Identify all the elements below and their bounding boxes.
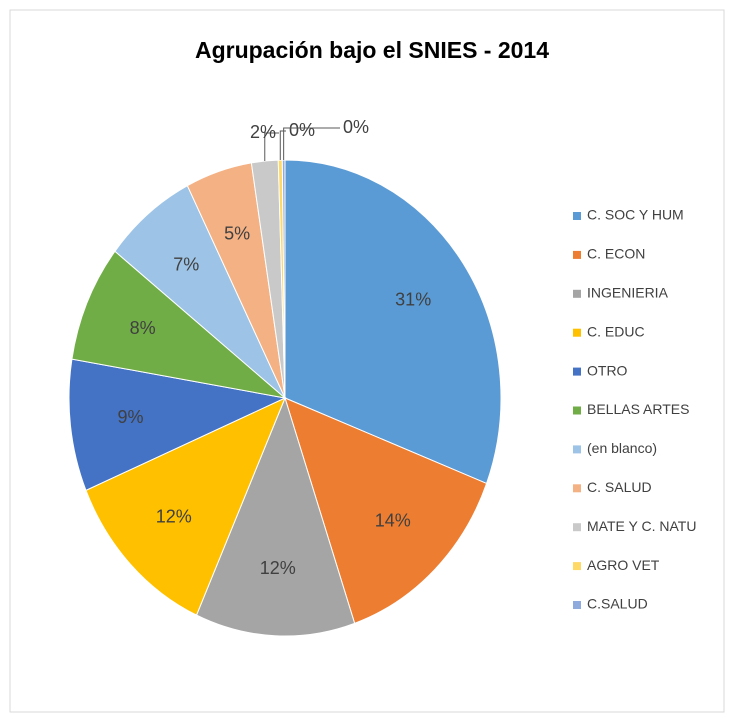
legend-swatch — [573, 445, 581, 454]
data-label: 0% — [343, 117, 369, 137]
legend-label: C. EDUC — [587, 323, 645, 339]
data-label: 12% — [260, 558, 296, 578]
chart-title: Agrupación bajo el SNIES - 2014 — [195, 37, 549, 63]
pie-slice — [284, 397, 488, 624]
legend-label: OTRO — [587, 362, 628, 378]
legend-label: C. ECON — [587, 246, 645, 262]
data-label: 2% — [250, 122, 276, 142]
data-label: 8% — [130, 318, 156, 338]
data-label: 7% — [173, 254, 199, 274]
legend-label: (en blanco) — [587, 440, 657, 456]
legend-label: C. SALUD — [587, 479, 652, 495]
legend-label: BELLAS ARTES — [587, 401, 689, 417]
pie-slice — [195, 396, 356, 637]
legend-label: C. SOC Y HUM — [587, 207, 684, 223]
pie-slice — [85, 397, 286, 616]
data-label: 5% — [224, 224, 250, 244]
legend-label: AGRO VET — [587, 557, 660, 573]
data-label: 9% — [118, 407, 144, 427]
data-label: 14% — [375, 510, 411, 530]
pie-slice — [71, 250, 287, 399]
legend-label: MATE Y C. NATU — [587, 518, 696, 534]
legend-label: INGENIERIA — [587, 285, 669, 301]
legend-swatch — [573, 289, 581, 298]
pie-slice — [68, 358, 287, 492]
legend-swatch — [573, 212, 581, 220]
data-label: 31% — [395, 290, 431, 310]
legend-label: C.SALUD — [587, 596, 648, 612]
legend-swatch — [573, 484, 581, 493]
pie-slice — [114, 184, 286, 399]
leader-line — [283, 127, 340, 161]
pie-slice — [281, 159, 286, 399]
data-label: 0% — [289, 120, 315, 140]
legend-swatch — [573, 523, 581, 532]
legend-swatch — [573, 367, 581, 376]
legend-swatch — [573, 406, 581, 415]
leader-line — [264, 132, 279, 162]
legend-swatch — [573, 562, 581, 571]
legend-swatch — [573, 328, 581, 337]
legend-swatch — [573, 601, 581, 609]
legend-swatch — [573, 250, 581, 259]
data-label: 12% — [156, 506, 192, 526]
pie-slice — [284, 159, 502, 485]
